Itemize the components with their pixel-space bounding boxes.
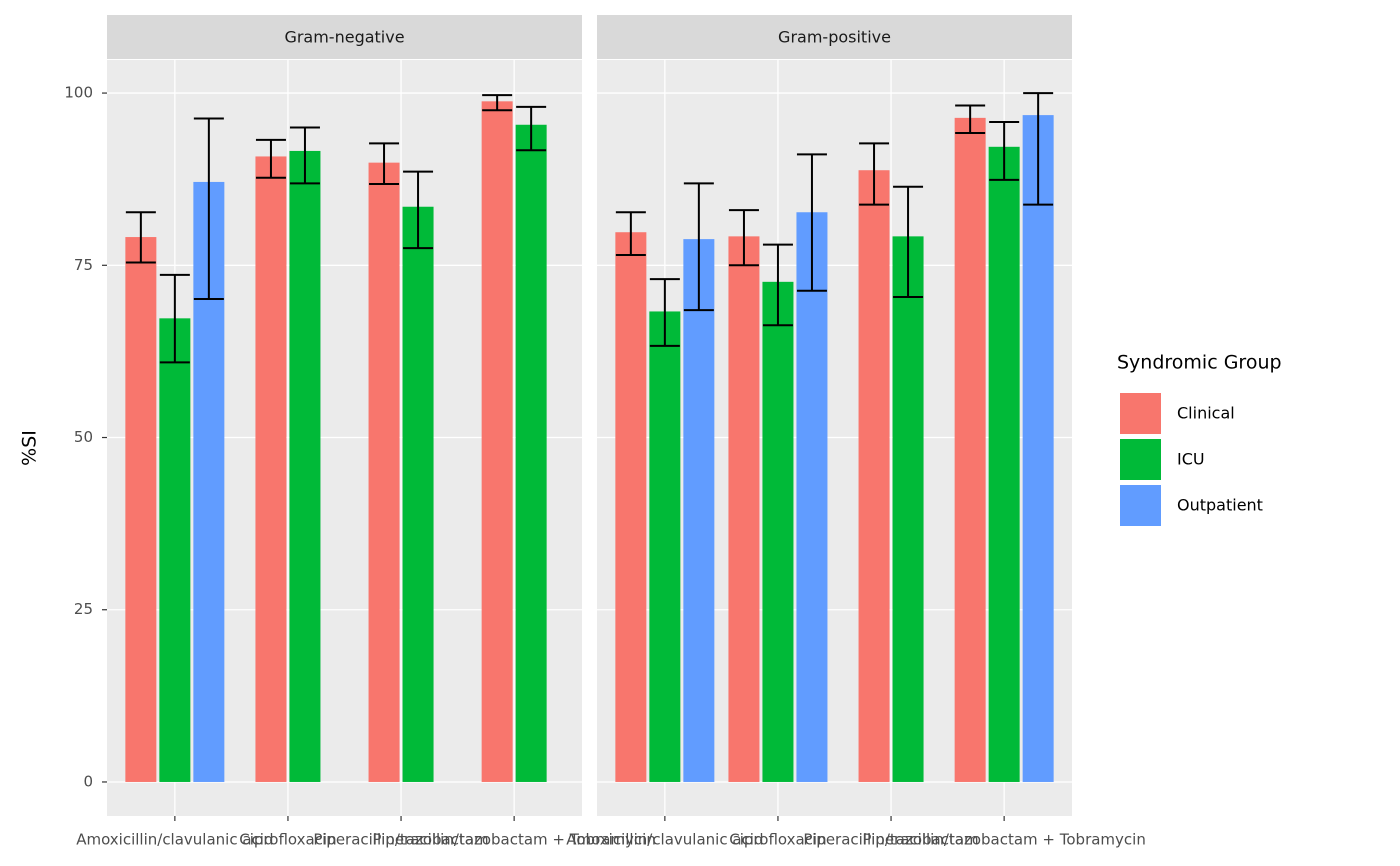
facet-title: Gram-positive [778, 28, 891, 47]
y-tick-label: 50 [74, 428, 93, 446]
bar [515, 124, 547, 782]
legend-key [1118, 483, 1163, 528]
legend-label: ICU [1177, 450, 1205, 469]
error-bar [796, 153, 827, 292]
y-tick-label: 100 [64, 84, 93, 102]
error-bar [125, 211, 156, 264]
bar [402, 206, 434, 782]
strip [107, 15, 582, 59]
legend-title: Syndromic Group [1117, 352, 1282, 374]
error-bar [859, 142, 890, 206]
error-bar [893, 185, 924, 298]
x-tick-label: Ciprofloxacin [729, 831, 826, 849]
x-tick-label: Amoxicillin/clavulanic acid [76, 831, 273, 849]
y-axis-label: %SI [19, 430, 41, 466]
error-bar [403, 170, 434, 250]
bar [125, 237, 157, 782]
bar [159, 318, 191, 782]
error-bar [482, 94, 513, 112]
error-bar [255, 138, 286, 179]
legend-label: Outpatient [1177, 496, 1263, 515]
bar [858, 170, 890, 782]
error-bar [762, 243, 793, 327]
bar [649, 311, 681, 782]
bar [255, 156, 287, 782]
error-bar [159, 273, 190, 364]
bar [728, 236, 760, 782]
error-bar [989, 121, 1020, 181]
error-bar [193, 117, 224, 301]
legend-label: Clinical [1177, 404, 1235, 423]
error-bar [955, 104, 986, 135]
x-tick-label: Ciprofloxacin [239, 831, 336, 849]
legend-key [1118, 437, 1163, 482]
error-bar [728, 209, 759, 267]
y-tick-label: 75 [74, 256, 93, 274]
x-tick-label: Piperacillin/tazobactam + Tobramycin [372, 831, 655, 849]
bar [481, 101, 513, 782]
error-bar [649, 278, 680, 347]
bar [892, 236, 924, 782]
error-bar [1023, 92, 1054, 206]
error-bar [289, 126, 320, 185]
legend-key [1118, 391, 1163, 436]
bar [762, 281, 794, 782]
y-tick-label: 25 [74, 600, 93, 618]
facet-title: Gram-negative [284, 28, 404, 47]
bar [615, 232, 647, 782]
x-tick-label: Piperacillin/tazobactam [313, 831, 488, 849]
bar [368, 162, 400, 782]
bar [954, 117, 986, 782]
y-tick-label: 0 [83, 772, 93, 790]
x-tick-label: Amoxicillin/clavulanic acid [566, 831, 763, 849]
bar [683, 239, 715, 782]
error-bar [615, 211, 646, 256]
bar [289, 150, 321, 782]
strip [597, 15, 1072, 59]
x-tick-label: Piperacillin/tazobactam [803, 831, 978, 849]
bar [796, 212, 828, 782]
bar [1022, 115, 1054, 782]
error-bar [369, 142, 400, 186]
error-bar [516, 105, 547, 152]
x-tick-label: Piperacillin/tazobactam + Tobramycin [862, 831, 1145, 849]
error-bar [683, 182, 714, 312]
bar [988, 146, 1020, 782]
